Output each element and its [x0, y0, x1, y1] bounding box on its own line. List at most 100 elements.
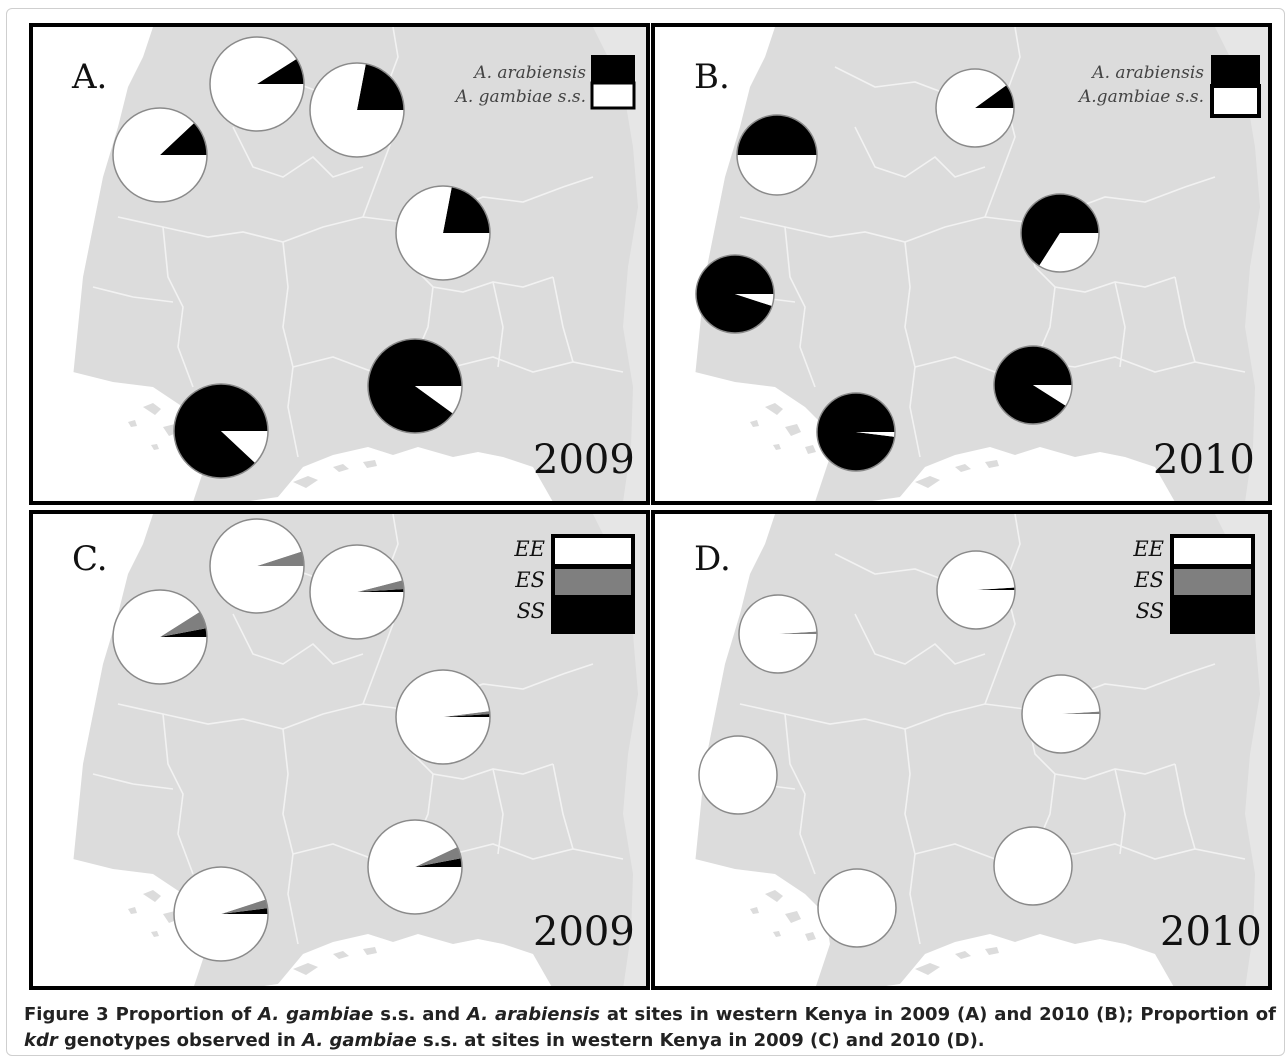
- pie-slice-a-gambiae-s-s: [856, 432, 895, 437]
- pie-slice-es: [357, 580, 404, 592]
- pie-outline: [935, 68, 1015, 148]
- pie-chart-c-site-1: [112, 589, 208, 685]
- pie-slice-ee: [395, 669, 490, 764]
- pie-chart-c-site-4: [395, 669, 491, 765]
- legend-a-label-arabiensis: A. arabiensis: [472, 63, 586, 83]
- panel-b-border: [651, 23, 1272, 505]
- pie-slice-ss: [221, 908, 268, 914]
- pie-outline: [173, 383, 269, 479]
- legend-c-swatch-ee: [555, 538, 631, 564]
- pie-outline: [738, 594, 818, 674]
- pie-slice-ee: [994, 827, 1072, 905]
- pie-chart-d-site-4: [1021, 674, 1101, 754]
- pie-slice-es: [415, 846, 462, 867]
- pie-slice-ss: [160, 628, 207, 637]
- pie-slice-a-arabiensis: [737, 115, 817, 155]
- legend-b-swatch-arabiensis: [1211, 55, 1260, 87]
- pie-chart-d-site-6: [993, 826, 1073, 906]
- pie-chart-a-site-2: [209, 36, 305, 132]
- caption-seg-3: A. arabiensis: [467, 1004, 600, 1025]
- pie-outline: [395, 185, 491, 281]
- pie-slice-ee: [209, 519, 304, 614]
- pie-outline: [367, 338, 463, 434]
- pie-chart-c-site-5: [173, 866, 269, 962]
- pie-slice-ee: [310, 545, 404, 640]
- pie-slice-ss: [976, 587, 1015, 590]
- panel-a-legend: A. arabiensis A. gambiae s.s.: [454, 55, 636, 110]
- pie-slice-a-arabiensis: [443, 186, 490, 233]
- pie-slice-a-arabiensis: [817, 392, 895, 471]
- pie-chart-c-site-3: [309, 544, 405, 640]
- pie-outline: [993, 826, 1073, 906]
- pie-slice-ss: [357, 589, 404, 592]
- legend-d-label-ee: EE: [1132, 537, 1164, 561]
- pie-outline: [173, 866, 269, 962]
- pie-chart-a-site-1: [112, 107, 208, 203]
- legend-a-swatch-gambiae: [590, 81, 636, 110]
- pie-slice-es: [221, 899, 268, 914]
- legend-d-swatch-ss: [1174, 600, 1251, 630]
- pie-slice-ee: [173, 867, 268, 962]
- panel-c-year: 2009: [533, 909, 635, 955]
- pie-slice-a-arabiensis: [367, 338, 462, 433]
- pie-slice-a-gambiae-s-s: [309, 62, 404, 157]
- figure-map-grid: A. B. C. D. 2009 2010 2009 2010 A. arabi…: [29, 23, 1272, 990]
- pie-chart-a-site-6: [367, 338, 463, 434]
- pie-chart-c-site-6: [367, 819, 463, 915]
- pie-charts-layer: [112, 36, 1101, 962]
- figure-caption: Figure 3 Proportion of A. gambiae s.s. a…: [24, 1002, 1276, 1054]
- pie-outline: [993, 345, 1073, 425]
- panel-c-legend: EE ES SS: [513, 534, 635, 634]
- caption-seg-7: A. gambiae: [302, 1030, 417, 1051]
- panel-a-year: 2009: [533, 437, 635, 483]
- legend-d-label-es: ES: [1133, 568, 1164, 592]
- pie-outline: [309, 62, 405, 158]
- legend-c-label-ee: EE: [513, 537, 545, 561]
- panel-a-border: [29, 23, 650, 505]
- pie-slice-a-gambiae-s-s: [936, 69, 1014, 148]
- pie-slice-a-gambiae-s-s: [210, 37, 304, 132]
- legend-a-label-gambiae: A. gambiae s.s.: [454, 87, 586, 107]
- pie-outline: [112, 107, 208, 203]
- caption-seg-2: s.s. and: [373, 1004, 468, 1025]
- pie-outline: [395, 669, 491, 765]
- legend-d-swatch-es: [1174, 569, 1251, 595]
- caption-seg-8: s.s. at sites in western Kenya in 2009 (…: [416, 1030, 985, 1051]
- caption-seg-4: at sites in western Kenya in 2009 (A) an…: [599, 1004, 1276, 1025]
- pie-outline: [112, 589, 208, 685]
- pie-outline: [698, 735, 778, 815]
- pie-slice-a-arabiensis: [257, 58, 304, 84]
- pie-chart-d-site-7: [698, 735, 778, 815]
- pie-chart-a-site-3: [309, 62, 405, 158]
- pie-slice-ss: [415, 858, 462, 867]
- pie-slice-a-gambiae-s-s: [735, 294, 774, 307]
- pie-chart-b-site-7: [695, 254, 775, 334]
- legend-d-label-ss: SS: [1136, 599, 1164, 623]
- legend-a-swatch-arabiensis: [591, 55, 635, 84]
- legend-b-label-arabiensis: A. arabiensis: [1090, 63, 1204, 83]
- caption-seg-5: kdr: [24, 1030, 58, 1051]
- pie-slice-a-gambiae-s-s: [737, 155, 817, 195]
- pie-slice-a-gambiae-s-s: [113, 108, 207, 203]
- caption-seg-6: genotypes observed in: [57, 1030, 303, 1051]
- legend-b-label-gambiae: A.gambiae s.s.: [1077, 87, 1204, 107]
- pie-chart-a-site-4: [395, 185, 491, 281]
- pie-slice-es: [257, 551, 304, 566]
- pie-slice-es: [160, 611, 207, 637]
- pie-slice-es: [443, 711, 490, 717]
- pie-slice-ee: [699, 736, 777, 814]
- legend-c-label-ss: SS: [517, 599, 545, 623]
- panel-b-label: B.: [694, 57, 730, 97]
- pie-slice-a-gambiae-s-s: [415, 386, 462, 414]
- legend-c-swatch-ss: [555, 600, 631, 630]
- pie-slice-a-arabiensis: [160, 122, 207, 155]
- pie-chart-b-site-6: [993, 345, 1073, 425]
- caption-seg-0: Proportion of: [108, 1004, 259, 1025]
- pie-slice-ee: [1022, 675, 1100, 754]
- caption-seg-1: A. gambiae: [258, 1004, 374, 1025]
- pie-outline: [309, 544, 405, 640]
- pie-slice-es: [1061, 711, 1100, 714]
- panel-a-label: A.: [71, 57, 107, 97]
- pie-outline: [736, 114, 818, 196]
- legend-d-swatch-ee: [1174, 538, 1251, 564]
